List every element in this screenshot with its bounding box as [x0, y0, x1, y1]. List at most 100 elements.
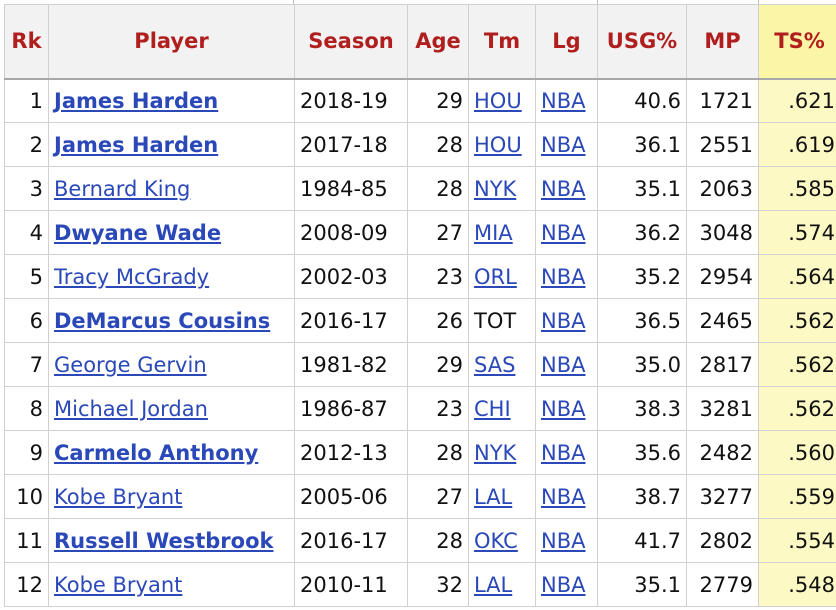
league-link[interactable]: NBA [541, 572, 586, 597]
season-cell: 2005-06 [294, 474, 408, 519]
column-header-player[interactable]: Player [48, 4, 295, 80]
league-link[interactable]: NBA [541, 440, 586, 465]
usage-cell: 38.7 [597, 474, 687, 519]
age-cell: 27 [407, 210, 469, 255]
league-cell: NBA [535, 474, 598, 519]
minutes-cell: 1721 [686, 78, 759, 123]
usage-cell: 36.1 [597, 122, 687, 167]
team-link[interactable]: LAL [474, 484, 513, 509]
minutes-cell: 3048 [686, 210, 759, 255]
column-header-season[interactable]: Season [294, 4, 408, 80]
team-link[interactable]: MIA [474, 220, 513, 245]
player-cell: DeMarcus Cousins [48, 298, 295, 343]
player-link[interactable]: DeMarcus Cousins [54, 308, 271, 333]
team-link[interactable]: LAL [474, 572, 513, 597]
player-cell: Bernard King [48, 166, 295, 211]
table-header-row: Rk Player Season Age Tm Lg USG% MP TS% [4, 4, 836, 80]
usage-cell: 35.1 [597, 166, 687, 211]
player-link[interactable]: James Harden [54, 132, 219, 157]
player-cell: Dwyane Wade [48, 210, 295, 255]
season-cell: 2010-11 [294, 562, 408, 607]
league-cell: NBA [535, 386, 598, 431]
table-row: 9 Carmelo Anthony 2012-13 28 NYK NBA 35.6 2482.… [4, 430, 836, 475]
league-link[interactable]: NBA [541, 264, 586, 289]
team-cell: LAL [468, 474, 536, 519]
usage-cell: 35.6 [597, 430, 687, 475]
team-link[interactable]: NYK [474, 176, 517, 201]
player-link[interactable]: Kobe Bryant [54, 484, 183, 509]
minutes-cell: 3277 [686, 474, 759, 519]
column-tick [597, 0, 598, 4]
player-link[interactable]: Dwyane Wade [54, 220, 222, 245]
true-shooting-cell: .564 [758, 254, 836, 299]
minutes-cell: 2465 [686, 298, 759, 343]
player-link[interactable]: Russell Westbrook [54, 528, 274, 553]
column-header-mp[interactable]: MP [686, 4, 759, 80]
league-link[interactable]: NBA [541, 176, 586, 201]
player-stats-table: Rk Player Season Age Tm Lg USG% MP TS% 1… [4, 4, 836, 607]
team-link[interactable]: CHI [474, 396, 511, 421]
season-cell: 2016-17 [294, 298, 408, 343]
league-link[interactable]: NBA [541, 528, 586, 553]
player-link[interactable]: James Harden [54, 88, 219, 113]
true-shooting-cell: .562 [758, 342, 836, 387]
league-link[interactable]: NBA [541, 132, 586, 157]
column-header-rk[interactable]: Rk [4, 4, 49, 80]
true-shooting-cell: .621 [758, 78, 836, 123]
player-link[interactable]: Tracy McGrady [54, 264, 210, 289]
player-link[interactable]: Michael Jordan [54, 396, 208, 421]
player-link[interactable]: Carmelo Anthony [54, 440, 259, 465]
league-link[interactable]: NBA [541, 484, 586, 509]
rank-cell: 4 [4, 210, 49, 255]
season-cell: 1986-87 [294, 386, 408, 431]
rank-cell: 11 [4, 518, 49, 563]
usage-cell: 40.6 [597, 78, 687, 123]
column-header-lg[interactable]: Lg [535, 4, 598, 80]
season-cell: 2002-03 [294, 254, 408, 299]
table-row: 1 James Harden 2018-19 29 HOU NBA 40.6 1721.621 [4, 78, 836, 123]
table-row: 5 Tracy McGrady 2002-03 23 ORL NBA 35.2 2954.56… [4, 254, 836, 299]
column-header-age[interactable]: Age [407, 4, 469, 80]
team-link[interactable]: SAS [474, 352, 516, 377]
rank-cell: 5 [4, 254, 49, 299]
team-link[interactable]: HOU [474, 132, 522, 157]
team-link[interactable]: NYK [474, 440, 517, 465]
column-header-usg[interactable]: USG% [597, 4, 687, 80]
age-cell: 28 [407, 166, 469, 211]
team-cell: NYK [468, 166, 536, 211]
table-row: 11 Russell Westbrook 2016-17 28 OKC NBA 41.7 28… [4, 518, 836, 563]
league-cell: NBA [535, 342, 598, 387]
table-row: 4 Dwyane Wade 2008-09 27 MIA NBA 36.2 3048.574 [4, 210, 836, 255]
league-link[interactable]: NBA [541, 352, 586, 377]
team-link[interactable]: OKC [474, 528, 518, 553]
player-link[interactable]: Kobe Bryant [54, 572, 183, 597]
age-cell: 28 [407, 122, 469, 167]
column-header-tm[interactable]: Tm [468, 4, 536, 80]
league-link[interactable]: NBA [541, 220, 586, 245]
rank-cell: 2 [4, 122, 49, 167]
column-tick [293, 0, 294, 4]
table-row: 8 Michael Jordan 1986-87 23 CHI NBA 38.3 3281.5… [4, 386, 836, 431]
age-cell: 23 [407, 254, 469, 299]
team-link[interactable]: ORL [474, 264, 517, 289]
team-cell: NYK [468, 430, 536, 475]
player-link[interactable]: Bernard King [54, 176, 191, 201]
season-cell: 1981-82 [294, 342, 408, 387]
league-link[interactable]: NBA [541, 88, 586, 113]
top-border [0, 0, 836, 4]
team-link[interactable]: HOU [474, 88, 522, 113]
player-link[interactable]: George Gervin [54, 352, 207, 377]
league-link[interactable]: NBA [541, 396, 586, 421]
minutes-cell: 2551 [686, 122, 759, 167]
table-row: 3 Bernard King 1984-85 28 NYK NBA 35.1 2063.585 [4, 166, 836, 211]
minutes-cell: 2802 [686, 518, 759, 563]
league-cell: NBA [535, 210, 598, 255]
table-row: 7 George Gervin 1981-82 29 SAS NBA 35.0 2817.56… [4, 342, 836, 387]
team-cell: HOU [468, 78, 536, 123]
column-header-ts[interactable]: TS% [758, 4, 836, 80]
league-cell: NBA [535, 254, 598, 299]
table-row: 2 James Harden 2017-18 28 HOU NBA 36.1 2551.619 [4, 122, 836, 167]
league-cell: NBA [535, 298, 598, 343]
league-link[interactable]: NBA [541, 308, 586, 333]
